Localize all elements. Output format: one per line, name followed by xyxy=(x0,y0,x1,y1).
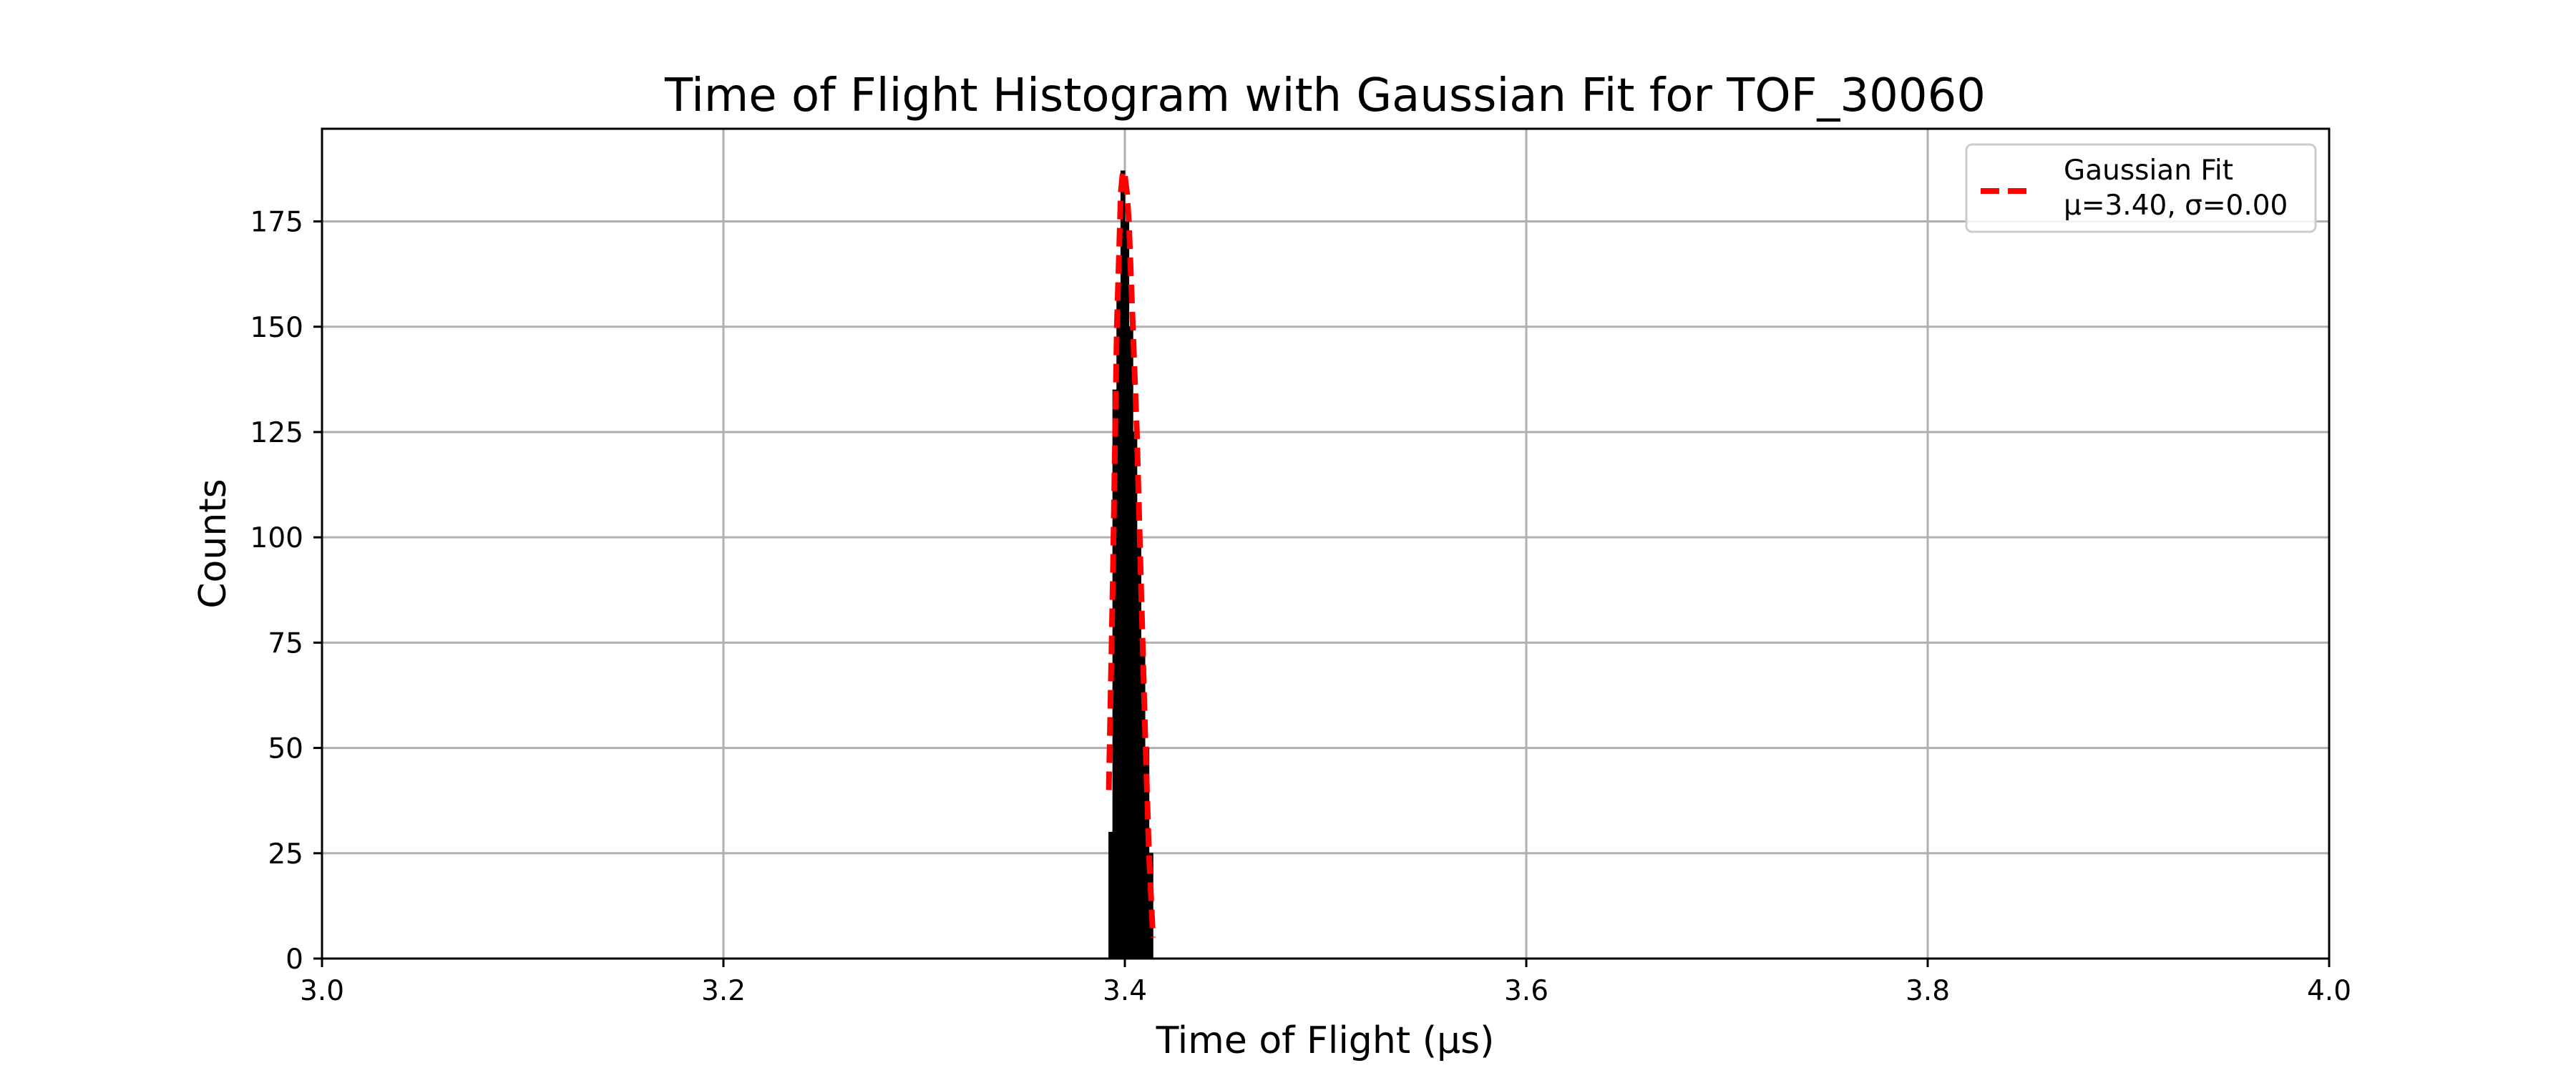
x-tick-label: 3.6 xyxy=(1504,975,1548,1007)
legend: Gaussian Fit μ=3.40, σ=0.00 xyxy=(1965,143,2317,233)
y-tick-label: 100 xyxy=(250,522,303,554)
y-tick-label: 25 xyxy=(268,838,303,871)
axis-ticks: 3.0 3.2 3.4 3.6 3.8 4.0 0 25 50 75 100 125 150 175 xyxy=(250,207,2351,1007)
y-tick-label: 175 xyxy=(250,207,303,239)
x-tick-label: 3.0 xyxy=(300,975,344,1007)
legend-box xyxy=(1965,143,2317,233)
x-axis-label: Time of Flight (μs) xyxy=(1156,1019,1495,1062)
histogram-bars xyxy=(1108,170,1153,959)
gaussian-fit-line xyxy=(1106,167,1156,938)
histogram-bar xyxy=(1120,170,1126,959)
histogram-bar xyxy=(1128,326,1133,959)
y-tick-label: 125 xyxy=(250,417,303,449)
histogram-bar xyxy=(1124,221,1130,959)
x-tick-label: 3.2 xyxy=(701,975,746,1007)
x-tick-label: 4.0 xyxy=(2307,975,2351,1007)
legend-label-line1: Gaussian Fit xyxy=(2064,155,2233,187)
legend-label-line2: μ=3.40, σ=0.00 xyxy=(2064,190,2288,222)
y-tick-label: 0 xyxy=(286,944,303,976)
histogram-bar xyxy=(1108,831,1113,959)
y-axis-label: Counts xyxy=(192,479,235,609)
y-tick-label: 150 xyxy=(250,312,303,344)
plot-area-frame xyxy=(321,127,2331,960)
gaussian-fit xyxy=(1106,167,1156,938)
chart-title: Time of Flight Histogram with Gaussian F… xyxy=(664,69,1986,122)
x-tick-label: 3.8 xyxy=(1906,975,1950,1007)
histogram-bar xyxy=(1140,642,1146,959)
y-tick-label: 75 xyxy=(268,627,303,660)
y-tick-label: 50 xyxy=(268,733,303,765)
x-tick-label: 3.4 xyxy=(1103,975,1147,1007)
histogram-bar xyxy=(1116,284,1121,959)
